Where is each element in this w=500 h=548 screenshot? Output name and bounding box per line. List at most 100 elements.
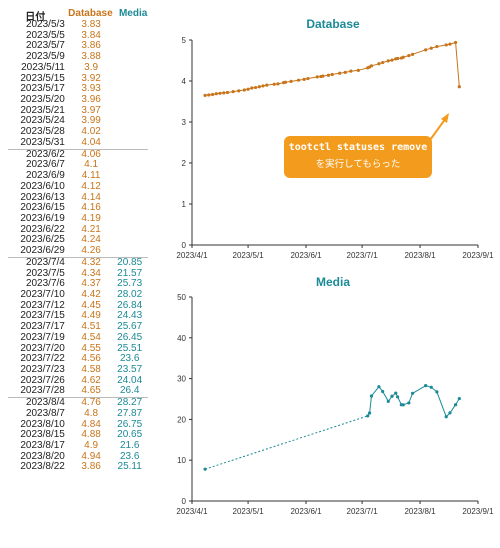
data-point <box>330 72 334 77</box>
cell-date: 2023/6/19 <box>20 212 65 224</box>
data-point <box>366 414 370 418</box>
cell-date: 2023/6/10 <box>20 180 65 192</box>
data-point <box>435 44 439 49</box>
table-row: 2023/5/9 3.88 <box>8 51 148 63</box>
data-point <box>448 411 452 415</box>
table-header: 日付 Database Media <box>8 8 148 23</box>
table-row: 2023/7/6 4.37 25.73 <box>8 279 148 290</box>
table-row: 2023/8/10 4.84 26.75 <box>8 418 148 431</box>
cell-date: 2023/5/21 <box>20 104 65 116</box>
data-point <box>338 71 342 75</box>
cell-media: 28.27 <box>117 397 143 409</box>
data-point <box>407 53 411 58</box>
data-point <box>222 91 226 95</box>
y-tick-label: 4 <box>182 77 187 86</box>
cell-date: 2023/8/10 <box>20 418 65 430</box>
cell-date: 2023/7/6 <box>25 278 65 290</box>
cell-database: 4.11 <box>81 170 101 182</box>
cell-date: 2023/6/7 <box>25 159 65 171</box>
annotation-callout: tootctl statuses remove を実行してもらった <box>284 136 432 178</box>
cell-database: 4.21 <box>81 223 101 235</box>
cell-date: 2023/5/5 <box>25 29 65 41</box>
table-row: 2023/7/12 4.45 26.84 <box>8 299 148 312</box>
data-table: 日付 Database Media 2023/5/3 3.83 2023/5/5 3.… <box>8 8 148 473</box>
y-tick-label: 1 <box>182 200 187 209</box>
cell-date: 2023/7/28 <box>20 385 65 397</box>
cell-database: 4.88 <box>81 429 101 441</box>
x-tick-label: 2023/8/1 <box>404 251 436 260</box>
y-tick-label: 3 <box>182 118 187 127</box>
table-row: 2023/6/22 4.21 <box>8 223 148 236</box>
cell-media: 24.04 <box>117 374 143 386</box>
table-row: 2023/6/10 4.12 <box>8 180 148 193</box>
cell-date: 2023/7/10 <box>20 288 65 300</box>
data-point <box>377 62 381 66</box>
table-row: 2023/5/3 3.83 <box>8 19 148 31</box>
cell-media: 27.87 <box>117 407 143 419</box>
data-point <box>394 391 398 395</box>
y-tick-label: 10 <box>177 456 186 465</box>
header-date: 日付 <box>25 12 46 23</box>
data-point <box>343 70 347 74</box>
table-row: 2023/7/17 4.51 25.67 <box>8 321 148 333</box>
data-point <box>356 68 360 72</box>
data-point <box>349 69 353 73</box>
cell-media: 26.84 <box>117 299 143 311</box>
cell-database: 4.19 <box>81 212 101 224</box>
table-row: 2023/7/22 4.56 23.6 <box>8 354 148 365</box>
data-point <box>429 46 433 50</box>
data-point <box>246 87 250 91</box>
cell-date: 2023/5/17 <box>20 83 65 95</box>
cell-media: 25.67 <box>117 321 143 333</box>
cell-date: 2023/5/9 <box>25 51 65 63</box>
x-tick-label: 2023/5/1 <box>233 251 265 260</box>
cell-media: 20.65 <box>117 429 143 441</box>
table-row: 2023/7/15 4.49 24.43 <box>8 311 148 322</box>
cell-media: 21.57 <box>117 267 143 279</box>
cell-database: 3.86 <box>81 40 101 52</box>
cell-database: 4.65 <box>81 385 101 397</box>
cell-date: 2023/8/4 <box>25 397 65 409</box>
cell-database: 4.37 <box>81 278 101 290</box>
data-point <box>289 79 293 84</box>
cell-database: 4.26 <box>81 245 101 257</box>
cell-date: 2023/8/7 <box>25 407 65 419</box>
cell-database: 4.06 <box>81 148 101 160</box>
data-point <box>302 77 306 81</box>
data-point <box>386 59 390 63</box>
cell-database: 3.97 <box>81 104 101 116</box>
cell-database: 3.84 <box>81 29 101 41</box>
cell-database: 4.24 <box>81 234 101 246</box>
cell-date: 2023/8/15 <box>20 429 65 441</box>
data-point <box>207 93 211 97</box>
table-row: 2023/7/4 4.32 20.85 <box>8 256 148 269</box>
data-point <box>250 86 254 90</box>
table-row: 2023/6/13 4.14 <box>8 192 148 204</box>
data-point <box>444 415 448 419</box>
series-line-gap <box>204 415 368 470</box>
cell-date: 2023/8/22 <box>20 461 65 473</box>
cell-database: 4.02 <box>81 126 101 138</box>
cell-database: 3.86 <box>81 461 101 473</box>
cell-date: 2023/5/7 <box>25 40 65 52</box>
table-row: 2023/8/20 4.94 23.6 <box>8 450 148 463</box>
x-tick-label: 2023/9/1 <box>462 251 494 260</box>
table-row: 2023/5/11 3.9 <box>8 62 148 74</box>
cell-date: 2023/5/3 <box>25 19 65 30</box>
table-row: 2023/5/20 3.96 <box>8 94 148 106</box>
data-point <box>410 391 415 395</box>
annotation-arrowhead <box>441 113 449 123</box>
cell-date: 2023/8/20 <box>20 450 65 462</box>
cell-database: 4.62 <box>81 374 101 386</box>
data-point <box>203 93 207 97</box>
table-row: 2023/7/5 4.34 21.57 <box>8 267 148 280</box>
cell-media: 26.4 <box>119 385 140 397</box>
data-point <box>410 52 415 56</box>
cell-database: 3.92 <box>81 72 101 84</box>
y-tick-label: 40 <box>177 334 186 343</box>
data-point <box>237 89 241 93</box>
data-point <box>272 82 276 86</box>
data-point <box>225 90 230 95</box>
data-point <box>435 390 439 394</box>
table-row: 2023/5/7 3.86 <box>8 41 148 52</box>
